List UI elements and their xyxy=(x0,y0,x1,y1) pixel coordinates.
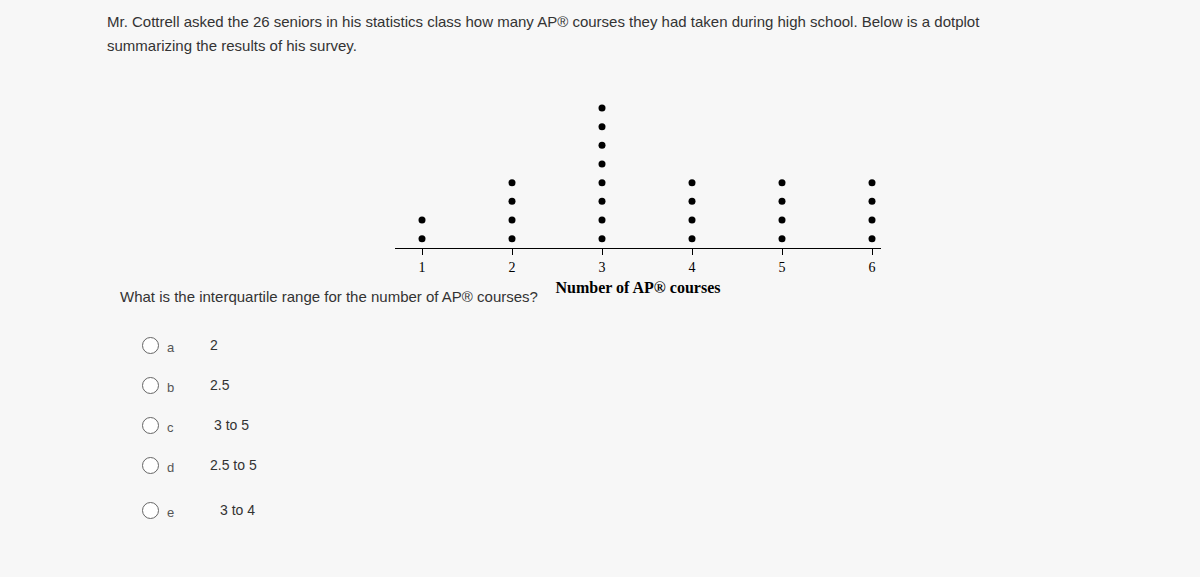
html-text:3 to 4: 3 to 4 xyxy=(220,502,255,518)
svg-text:2: 2 xyxy=(509,260,516,275)
svg-text:1: 1 xyxy=(419,260,426,275)
html-text:b: b xyxy=(167,380,175,395)
html-text:2: 2 xyxy=(210,337,218,353)
html-text:What is the interquartile rang: What is the interquartile range for the … xyxy=(120,288,538,305)
svg-text:4: 4 xyxy=(689,260,696,275)
svg-text:6: 6 xyxy=(869,260,876,275)
html-text:summarizing the results of his: summarizing the results of his survey. xyxy=(107,37,357,54)
svg-text:Number of AP® courses: Number of AP® courses xyxy=(556,279,721,296)
html-text:d: d xyxy=(167,460,175,475)
svg-text:3: 3 xyxy=(599,260,606,275)
html-text:2.5: 2.5 xyxy=(210,377,230,393)
svg-text:5: 5 xyxy=(779,260,786,275)
html-text:3 to 5: 3 to 5 xyxy=(214,417,249,433)
html-text:e: e xyxy=(167,505,175,520)
html-text:a: a xyxy=(167,340,175,355)
html-text:c: c xyxy=(167,420,174,435)
html-text:2.5 to 5: 2.5 to 5 xyxy=(210,457,257,473)
html-text:Mr. Cottrell asked the 26 seni: Mr. Cottrell asked the 26 seniors in his… xyxy=(107,13,980,30)
